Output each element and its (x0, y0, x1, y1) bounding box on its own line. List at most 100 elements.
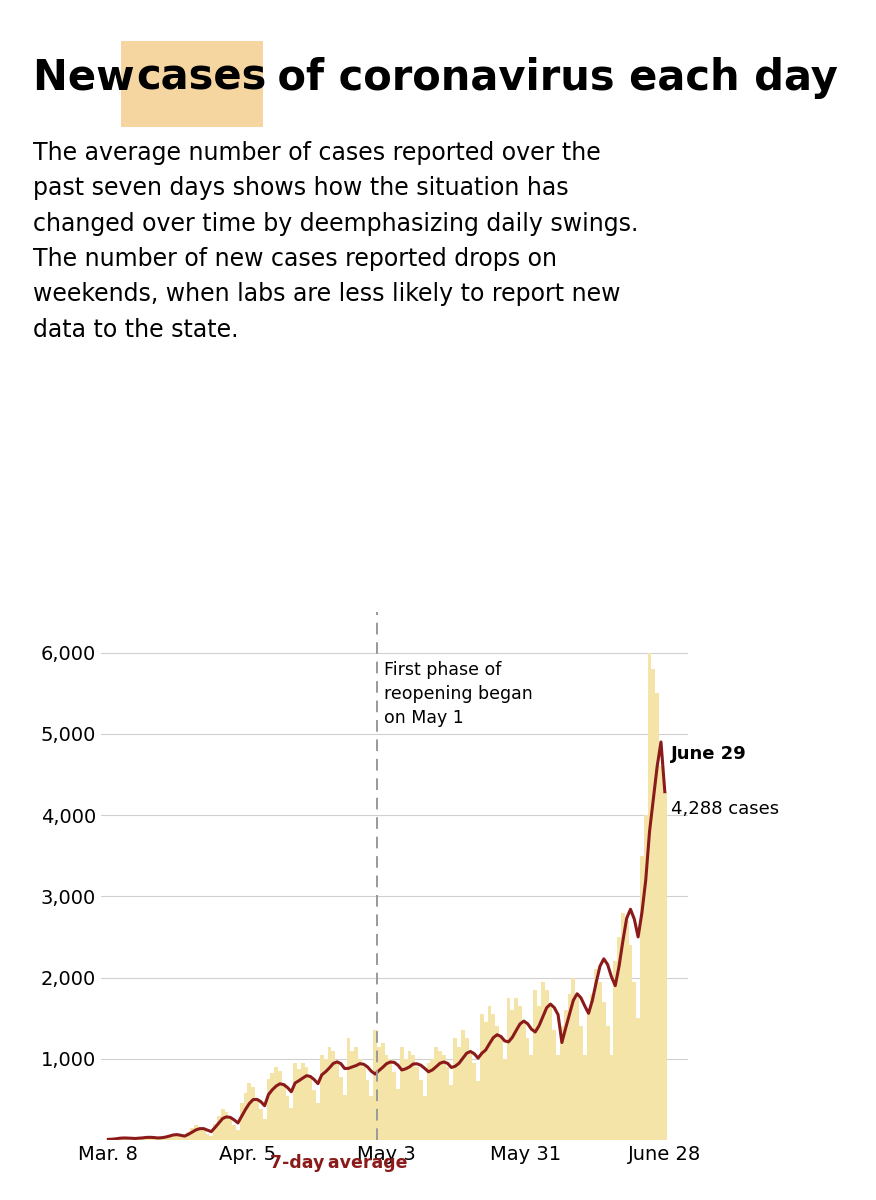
Bar (316, 1104, 320, 1140)
Bar (171, 1134, 175, 1140)
Bar (541, 982, 545, 1140)
Bar (148, 1138, 152, 1140)
Bar (362, 1067, 365, 1140)
Bar (629, 946, 632, 1140)
Text: The average number of cases reported over the
past seven days shows how the situ: The average number of cases reported ove… (33, 140, 639, 342)
Bar (312, 1090, 316, 1140)
Bar (251, 1087, 255, 1140)
Bar (568, 994, 571, 1140)
Bar (305, 1067, 308, 1140)
Bar (324, 1058, 328, 1140)
Bar (636, 1018, 640, 1140)
Bar (308, 1076, 312, 1140)
Bar (514, 998, 518, 1140)
Bar (271, 1073, 274, 1140)
Bar (419, 1080, 423, 1140)
Bar (503, 1058, 506, 1140)
Text: of coronavirus each day: of coronavirus each day (263, 56, 837, 98)
Bar (511, 1010, 514, 1140)
Bar (339, 1076, 343, 1140)
Bar (647, 653, 652, 1140)
Bar (392, 1072, 396, 1140)
Bar (407, 1051, 412, 1140)
Bar (415, 1067, 419, 1140)
Bar (179, 1136, 183, 1140)
Bar (213, 1123, 217, 1140)
Bar (198, 1127, 201, 1140)
Bar (453, 1038, 457, 1140)
Bar (137, 1139, 141, 1140)
Bar (537, 1006, 541, 1140)
Bar (328, 1046, 331, 1140)
Bar (618, 937, 621, 1140)
Bar (457, 1046, 461, 1140)
Text: cases: cases (137, 56, 267, 98)
Bar (663, 792, 667, 1140)
Bar (484, 1022, 488, 1140)
Bar (255, 1098, 259, 1140)
Bar (495, 1026, 499, 1140)
Bar (533, 990, 537, 1140)
Bar (560, 1026, 564, 1140)
Bar (412, 1055, 415, 1140)
Bar (655, 694, 659, 1140)
Bar (488, 1006, 491, 1140)
FancyBboxPatch shape (121, 41, 263, 127)
Bar (293, 1063, 297, 1140)
Bar (602, 1002, 605, 1140)
Bar (625, 920, 629, 1140)
Bar (221, 1109, 224, 1140)
Bar (201, 1130, 206, 1140)
Bar (141, 1138, 145, 1140)
Bar (553, 1031, 556, 1140)
Bar (430, 1058, 434, 1140)
Bar (576, 998, 579, 1140)
Bar (545, 990, 548, 1140)
Bar (343, 1094, 347, 1140)
Bar (217, 1116, 221, 1140)
Bar (194, 1126, 198, 1140)
Bar (167, 1135, 171, 1140)
Bar (499, 1038, 503, 1140)
Bar (461, 1031, 464, 1140)
Bar (320, 1055, 324, 1140)
Bar (385, 1055, 388, 1140)
Bar (491, 1014, 495, 1140)
Text: June 29: June 29 (670, 745, 746, 763)
Bar (472, 1063, 477, 1140)
Bar (289, 1108, 293, 1140)
Bar (529, 1055, 533, 1140)
Bar (133, 1139, 137, 1140)
Bar (377, 1046, 381, 1140)
Text: 4,288 cases: 4,288 cases (670, 800, 779, 818)
Bar (224, 1111, 229, 1140)
Bar (477, 1081, 480, 1140)
Bar (556, 1055, 560, 1140)
Bar (354, 1046, 358, 1140)
Bar (518, 1006, 522, 1140)
Bar (183, 1138, 187, 1140)
Bar (282, 1084, 286, 1140)
Bar (336, 1062, 339, 1140)
Bar (469, 1051, 472, 1140)
Bar (610, 1055, 613, 1140)
Bar (259, 1109, 263, 1140)
Bar (427, 1063, 430, 1140)
Bar (159, 1138, 164, 1140)
Bar (526, 1038, 529, 1140)
Bar (396, 1088, 400, 1140)
Bar (590, 994, 594, 1140)
Bar (373, 1031, 377, 1140)
Bar (381, 1043, 385, 1140)
Bar (263, 1118, 266, 1140)
Bar (297, 1068, 300, 1140)
Bar (400, 1046, 404, 1140)
Bar (434, 1046, 438, 1140)
Bar (331, 1051, 336, 1140)
Bar (652, 668, 655, 1140)
Bar (118, 1138, 122, 1140)
Bar (175, 1134, 179, 1140)
Bar (659, 767, 663, 1140)
Bar (583, 1055, 587, 1140)
Bar (229, 1118, 232, 1140)
